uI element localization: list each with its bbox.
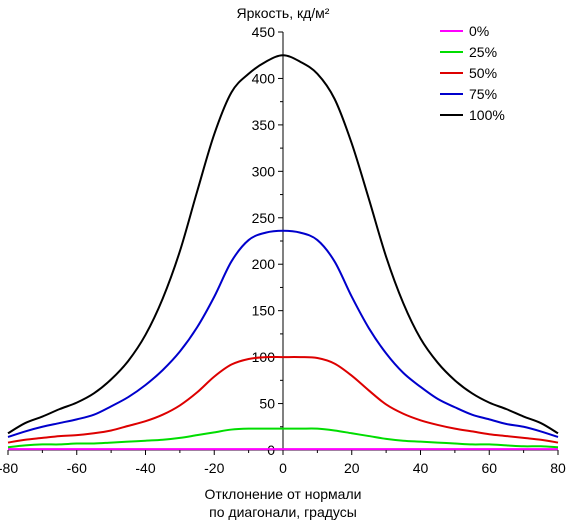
x-tick-label: -20: [204, 460, 224, 476]
legend: 0% 25% 50% 75% 100%: [440, 23, 505, 123]
y-tick-label: 250: [252, 210, 276, 226]
x-axis-title-line2: по диагонали, градусы: [209, 504, 357, 520]
x-tick-label: 60: [481, 460, 497, 476]
series-line-100pct: [7, 54, 559, 435]
y-tick-label: 150: [252, 303, 276, 319]
x-axis-title-line1: Отклонение от нормали: [205, 486, 362, 502]
x-tick-label: 20: [344, 460, 360, 476]
y-tick-label: 450: [252, 24, 276, 40]
y-axis-title: Яркость, кд/м²: [237, 5, 330, 21]
legend-label: 75%: [469, 86, 497, 102]
x-tick-label: -80: [0, 460, 18, 476]
legend-label: 0%: [469, 23, 489, 39]
series-layer: [7, 54, 559, 451]
x-tick-label: -60: [67, 460, 87, 476]
x-tick-label: 0: [279, 460, 287, 476]
legend-label: 25%: [469, 44, 497, 60]
y-tick-label: 350: [252, 117, 276, 133]
y-tick-label: 300: [252, 163, 276, 179]
x-tick-label: -40: [135, 460, 155, 476]
legend-label: 100%: [469, 107, 505, 123]
series-line-25pct: [7, 427, 559, 449]
x-tick-label: 40: [413, 460, 429, 476]
y-tick-label: 50: [259, 396, 275, 412]
series-line-75pct: [7, 229, 559, 438]
y-tick-label: 400: [252, 70, 276, 86]
x-tick-label: 80: [550, 460, 566, 476]
series-line-50pct: [7, 355, 559, 444]
legend-label: 50%: [469, 65, 497, 81]
y-tick-label: 200: [252, 256, 276, 272]
